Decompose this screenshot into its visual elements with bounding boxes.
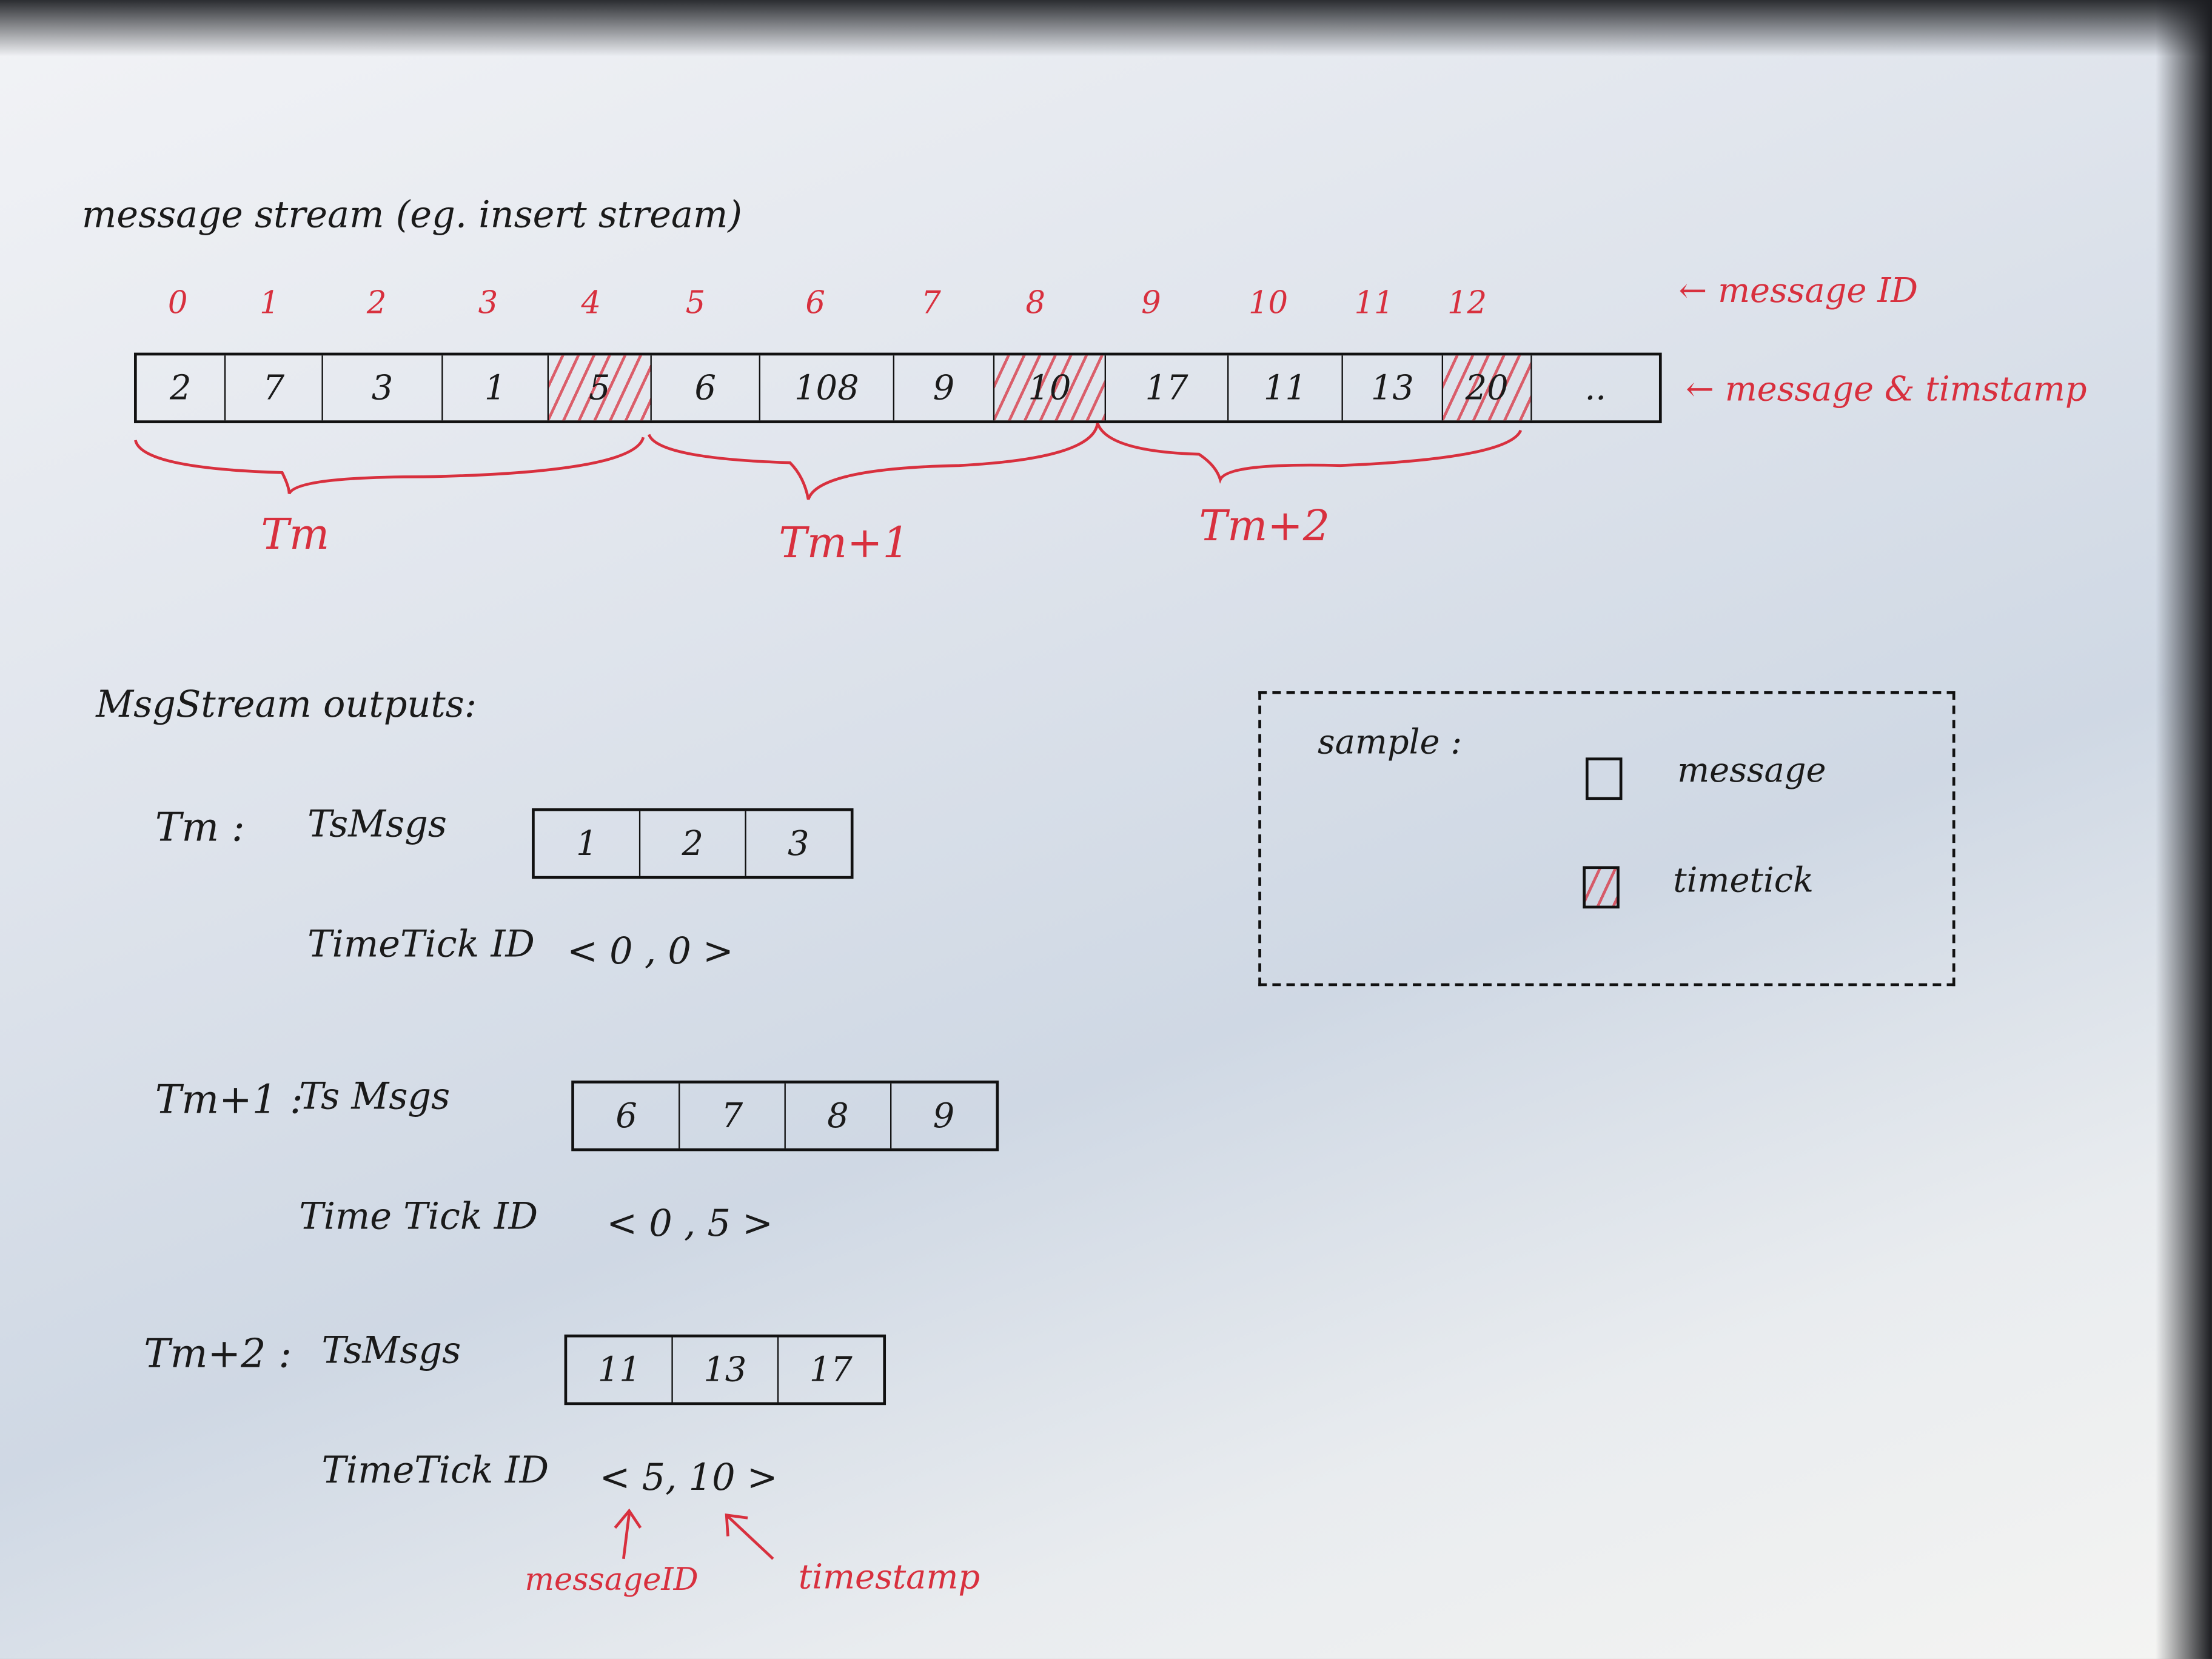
message-cell: 11 — [1228, 355, 1343, 421]
timetick-id-label: TimeTick ID — [321, 1450, 549, 1493]
message-id: 8 — [1025, 286, 1045, 322]
tsmsgs-row: 11 13 17 — [564, 1334, 886, 1406]
tsmsg-cell: 7 — [680, 1083, 786, 1148]
message-timestamp-note: ← message & timstamp — [1686, 369, 2087, 409]
tsmsg-cell: 6 — [574, 1083, 680, 1148]
timetick-id-value: < 0 , 5 > — [606, 1203, 773, 1246]
message-id: 12 — [1447, 286, 1487, 322]
message-cell: 108 — [760, 355, 895, 421]
legend-message-label: message — [1677, 750, 1826, 790]
message-cell: 17 — [1106, 355, 1229, 421]
message-id-row: 0 1 2 3 4 5 6 7 8 9 10 11 12 — [134, 286, 1511, 321]
message-swatch — [1585, 757, 1623, 800]
group-label-tm2: Tm+2 — [1199, 502, 1330, 552]
message-id: 3 — [478, 286, 498, 322]
message-stream: 2 7 3 1 5 6 108 9 10 17 11 13 20.. — [134, 352, 1662, 423]
timetick-swatch — [1583, 866, 1620, 909]
timetick-id-label: TimeTick ID — [307, 923, 535, 967]
tsmsgs-label: Ts Msgs — [299, 1076, 451, 1119]
message-id-annotation: messageID — [525, 1563, 699, 1598]
group-label-tm1: Tm+1 — [779, 519, 910, 569]
output-name: Tm+2 : — [144, 1330, 292, 1377]
legend-timetick-label: timetick — [1673, 860, 1814, 900]
tsmsg-cell: 11 — [567, 1337, 673, 1403]
output-name: Tm+1 : — [155, 1076, 303, 1123]
tsmsg-cell: 13 — [673, 1337, 779, 1403]
annotation-arrows — [614, 1508, 774, 1560]
message-cell: .. — [1584, 368, 1607, 408]
tsmsg-cell: 2 — [640, 811, 746, 876]
message-cell: 6 — [652, 355, 760, 421]
timetick-id-value: < 0 , 0 > — [567, 931, 734, 974]
brace-tm2 — [1096, 423, 1523, 484]
output-name: Tm : — [155, 804, 245, 851]
timestamp-annotation: timestamp — [798, 1557, 980, 1597]
message-id: 1 — [260, 286, 280, 322]
message-cell: 1 — [443, 355, 549, 421]
message-id: 2 — [366, 286, 387, 322]
tsmsg-cell: 3 — [788, 823, 809, 863]
message-id: 10 — [1248, 286, 1289, 322]
message-cell: 9 — [894, 355, 995, 421]
group-braces — [134, 423, 1523, 500]
diagram-title: message stream (eg. insert stream) — [81, 195, 742, 237]
timetick-cell: 5 — [549, 355, 652, 421]
timetick-cell: 10 — [994, 355, 1106, 421]
timetick-cell: 20 — [1443, 355, 1532, 421]
message-id: 6 — [805, 286, 826, 322]
tsmsg-cell: 9 — [933, 1096, 955, 1136]
message-id: 11 — [1354, 286, 1394, 322]
message-id: 7 — [921, 286, 941, 322]
brace-tm1 — [647, 423, 1099, 500]
message-cell: 7 — [226, 355, 323, 421]
message-cell: 3 — [323, 355, 443, 421]
tsmsgs-label: TsMsgs — [321, 1330, 461, 1373]
group-label-tm: Tm — [261, 511, 330, 560]
tsmsg-cell: 1 — [535, 811, 641, 876]
legend-title: sample : — [1317, 722, 1463, 762]
message-id: 4 — [581, 286, 602, 322]
message-id: 9 — [1141, 286, 1161, 322]
message-id: 5 — [685, 286, 706, 322]
timetick-id-label: Time Tick ID — [299, 1196, 538, 1239]
tsmsg-cell: 8 — [786, 1083, 892, 1148]
message-cell: 13 — [1343, 355, 1444, 421]
tsmsgs-label: TsMsgs — [307, 804, 447, 846]
message-id-note: ← message ID — [1678, 270, 1919, 310]
message-id: 0 — [167, 286, 188, 322]
arrow-diagonal-icon — [725, 1513, 774, 1560]
message-cell: 2 — [137, 355, 226, 421]
arrow-up-icon — [614, 1508, 642, 1560]
outputs-heading: MsgStream outputs: — [96, 684, 477, 727]
tsmsg-cell: 17 — [809, 1350, 853, 1390]
timetick-id-value: < 5, 10 > — [599, 1457, 778, 1500]
legend-box: sample : message timetick — [1258, 691, 1956, 987]
brace-tm — [134, 437, 645, 495]
